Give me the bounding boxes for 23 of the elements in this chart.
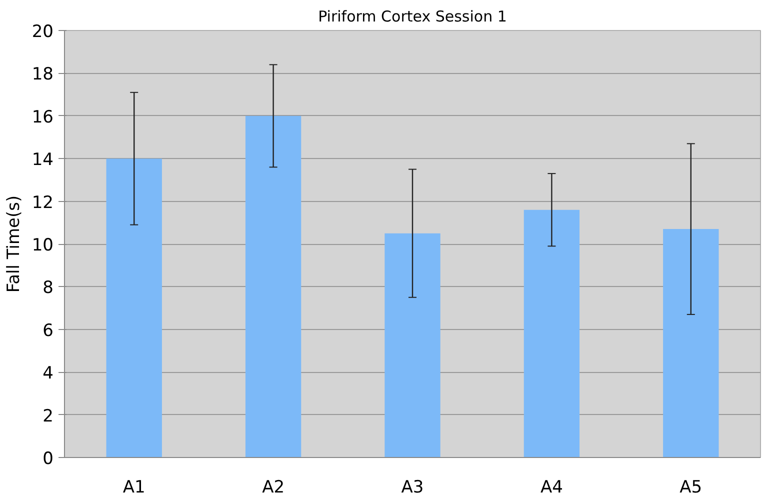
y-tick-label: 4: [42, 364, 54, 384]
x-tick-label: A1: [122, 478, 146, 498]
y-tick-label: 12: [32, 192, 54, 213]
y-tick-label: 20: [32, 22, 54, 42]
x-tick-label: A3: [401, 478, 424, 498]
y-tick-label: 18: [32, 64, 54, 85]
y-tick-label: 8: [42, 278, 54, 298]
bar: [245, 116, 302, 458]
x-tick-label: A5: [680, 478, 702, 498]
bar: [524, 210, 580, 458]
y-axis-title: Fall Time(s): [4, 195, 24, 293]
y-tick-label: 10: [32, 236, 54, 256]
y-tick-label: 0: [42, 449, 54, 469]
y-tick-label: 6: [42, 320, 54, 341]
x-tick-label: A2: [262, 478, 285, 498]
bar: [106, 158, 162, 458]
y-tick-label: 2: [42, 406, 54, 426]
bar: [384, 233, 440, 458]
y-tick-label: 16: [32, 107, 54, 128]
y-tick-label: 14: [32, 150, 54, 170]
x-tick-label: A4: [540, 478, 563, 498]
chart-title: Piriform Cortex Session 1: [318, 8, 507, 26]
bar: [663, 229, 719, 458]
